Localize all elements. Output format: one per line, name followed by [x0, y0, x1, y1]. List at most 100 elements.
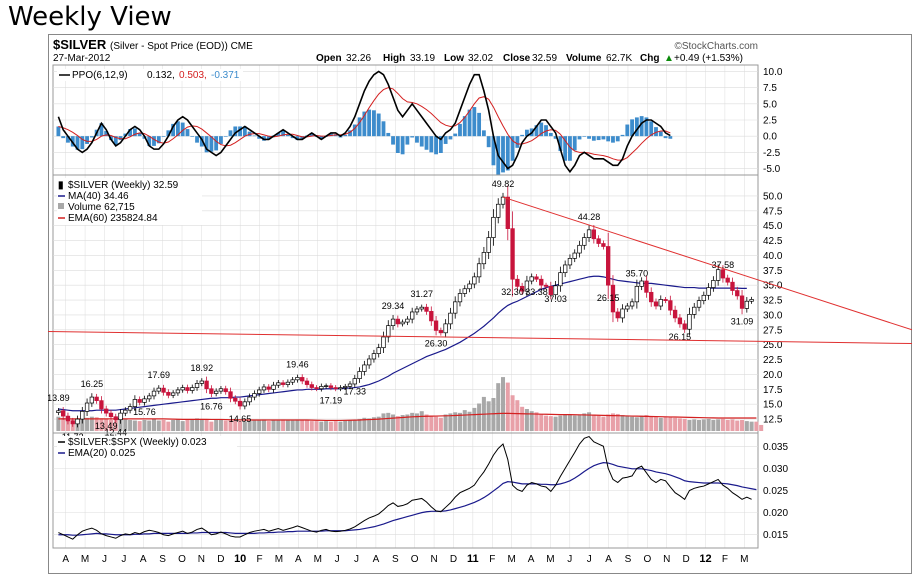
ppo-hist-bar	[601, 136, 606, 140]
candle-body	[457, 293, 463, 303]
volume-bar	[634, 417, 639, 431]
candle-body	[118, 412, 123, 421]
trendlines	[48, 196, 912, 345]
x-tick-label: D	[217, 554, 224, 565]
price-annotation: 26.15	[669, 332, 692, 342]
x-tick-label: S	[625, 554, 632, 565]
volume-value: 62.7K	[606, 53, 632, 64]
volume-bar	[104, 419, 109, 431]
candle-body	[132, 399, 138, 407]
volume-bar	[500, 377, 506, 431]
candle-body	[443, 323, 448, 334]
volume-bar	[228, 419, 233, 431]
ppo-hist-bar	[75, 136, 80, 150]
ppo-y-axis: 10.0 7.5 5.0 2.5 0.0 -2.5 -5.0	[763, 67, 783, 175]
ratio-tick-label: 0.030	[763, 464, 788, 475]
ppo-hist-bar	[391, 136, 395, 145]
trendline	[48, 330, 912, 345]
candle-body	[558, 272, 563, 287]
x-tick-label: A	[62, 554, 69, 565]
volume-bar	[491, 398, 496, 431]
candle-body	[223, 388, 228, 393]
volume-bar	[462, 410, 467, 431]
volume-bar	[343, 420, 348, 431]
volume-bar	[142, 420, 147, 431]
ppo-hist-bar	[209, 136, 214, 152]
volume-bar	[563, 414, 568, 431]
volume-bar	[759, 424, 764, 431]
candle-body	[591, 229, 597, 240]
candle-body	[582, 237, 587, 246]
candle-body	[276, 382, 281, 386]
candle-body	[596, 238, 601, 244]
volume-bar	[663, 416, 668, 431]
candle-body	[400, 321, 405, 325]
candle-body	[467, 283, 472, 290]
volume-bar	[544, 415, 549, 431]
volume-bar	[630, 416, 635, 431]
candle-body	[304, 380, 310, 385]
ppo-hist-bar	[137, 132, 142, 137]
ppo-hist-bar	[639, 116, 644, 137]
candle-body	[319, 386, 324, 390]
ppo-hist-bar	[104, 131, 109, 137]
volume-bar	[601, 416, 606, 431]
ppo-hist-bar	[520, 134, 525, 137]
price-annotation: 44.28	[578, 212, 601, 222]
ratio-tick-label: 0.020	[763, 508, 788, 519]
ppo-hist-bar	[262, 136, 266, 141]
candle-body	[677, 317, 683, 325]
volume-bar	[395, 416, 400, 431]
volume-bar	[371, 417, 376, 431]
ppo-hist-bar	[348, 130, 352, 137]
candle-body	[543, 284, 549, 287]
candle-body	[395, 318, 400, 325]
volume-bar	[391, 414, 396, 431]
ppo-hist-bar	[362, 111, 367, 137]
candle-body	[424, 306, 429, 312]
ppo-tick-label: -2.5	[763, 148, 781, 159]
ppo-hist-bar	[577, 136, 582, 140]
volume-bar	[271, 420, 276, 431]
x-tick-label: M	[546, 554, 554, 565]
brand-logo: ©StockCharts.com	[674, 41, 758, 52]
candle-body	[515, 278, 520, 287]
volume-bar	[668, 417, 673, 431]
x-tick-label: M	[314, 554, 322, 565]
ppo-hist-bar	[663, 136, 668, 139]
x-tick-label: A	[373, 554, 380, 565]
volume-bar	[348, 420, 353, 431]
ppo-hist-bar	[228, 130, 233, 137]
candle-body	[634, 286, 640, 303]
ppo-hist-bar	[458, 123, 462, 137]
candle-body	[720, 269, 726, 279]
ppo-tick-label: 0.0	[763, 132, 777, 143]
ppo-hist-bar	[300, 136, 305, 139]
price-annotation: 16.25	[81, 379, 104, 389]
price-tick-label: 32.5	[763, 296, 783, 307]
candle-body	[381, 336, 386, 349]
price-annotation: 29.34	[382, 301, 405, 311]
x-tick-label: A	[605, 554, 612, 565]
candle-body	[266, 386, 271, 390]
price-tick-label: 40.0	[763, 251, 783, 262]
ppo-hist-bar	[611, 136, 615, 143]
ppo-hist-bar	[486, 136, 491, 148]
x-tick-label: F	[257, 554, 263, 565]
volume-bar	[223, 420, 228, 431]
volume-bar	[558, 415, 563, 431]
ppo-hist-bar	[257, 136, 262, 139]
candle-body	[209, 388, 214, 394]
volume-bar	[233, 420, 238, 431]
ppo-hist-bar	[252, 135, 257, 137]
ppo-hist-bar	[644, 117, 649, 137]
volume-bar	[276, 420, 281, 431]
candle-body	[687, 313, 692, 330]
volume-bar	[477, 403, 482, 431]
candle-body	[108, 412, 114, 418]
ppo-hist-bar	[152, 136, 156, 146]
volume-bar	[467, 411, 472, 431]
volume-bar	[247, 421, 252, 431]
volume-bar	[218, 419, 223, 431]
candle-body	[343, 386, 348, 388]
